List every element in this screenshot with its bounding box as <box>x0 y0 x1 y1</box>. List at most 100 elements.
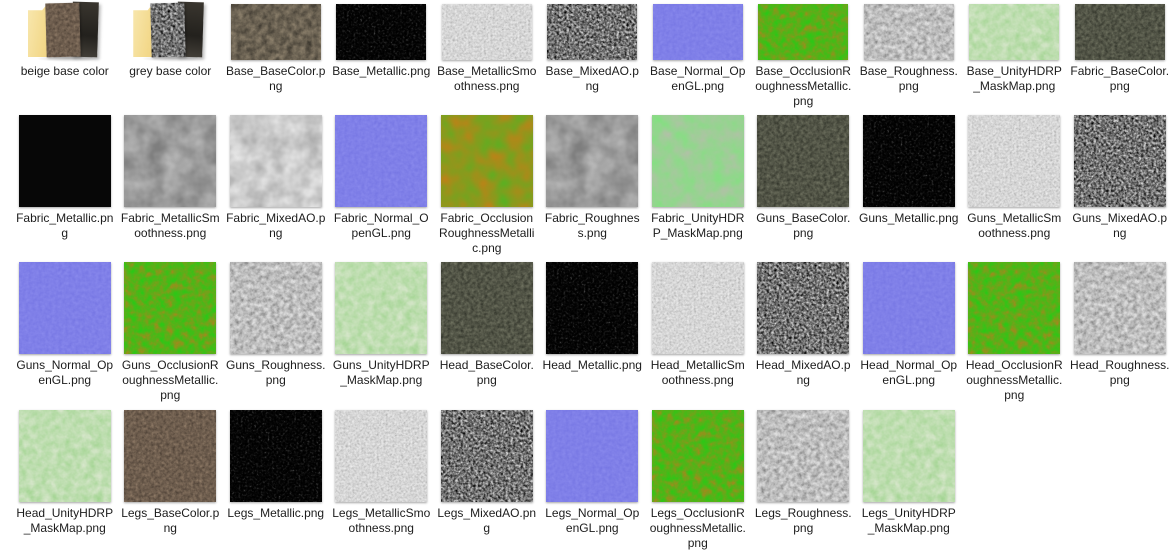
folder-preview-texture-icon <box>150 2 186 58</box>
file-item[interactable]: Head_OcclusionRoughnessMetallic.png <box>962 257 1068 403</box>
file-label: Fabric_Roughness.png <box>544 211 640 240</box>
file-thumbnail <box>440 110 533 207</box>
file-thumbnail <box>229 110 322 207</box>
file-item[interactable]: Guns_OcclusionRoughnessMetallic.png <box>118 257 224 403</box>
texture-thumbnail-fine-mid <box>440 410 533 502</box>
file-thumbnail <box>441 0 532 60</box>
file-item[interactable]: Guns_BaseColor.png <box>751 110 857 256</box>
file-item[interactable]: Head_BaseColor.png <box>434 257 540 403</box>
texture-thumbnail-soft-white <box>229 115 322 207</box>
file-thumbnail <box>652 0 743 60</box>
texture-thumbnail-stone-dark <box>1074 4 1165 60</box>
folder-item[interactable]: beige base color <box>12 0 118 109</box>
file-label: Base_Metallic.png <box>332 64 431 78</box>
texture-thumbnail-fine-mid <box>757 262 850 354</box>
file-label: Legs_BaseColor.png <box>121 506 220 535</box>
file-item[interactable]: Guns_Roughness.png <box>223 257 329 403</box>
file-item[interactable]: Legs_MetallicSmoothness.png <box>329 405 435 551</box>
file-item[interactable]: Fabric_UnityHDRP_MaskMap.png <box>645 110 751 256</box>
file-item[interactable]: Guns_MetallicSmoothness.png <box>962 110 1068 256</box>
file-thumbnail <box>651 257 744 354</box>
file-label: Legs_MixedAO.png <box>437 506 537 535</box>
file-label: Guns_OcclusionRoughnessMetallic.png <box>121 358 219 402</box>
file-label: Guns_MetallicSmoothness.png <box>967 211 1062 240</box>
texture-thumbnail-fine-dark <box>229 410 322 502</box>
file-item[interactable]: Legs_Roughness.png <box>751 405 857 551</box>
file-item[interactable]: Head_UnityHDRP_MaskMap.png <box>12 405 118 551</box>
texture-thumbnail-base-dark <box>230 4 321 60</box>
texture-thumbnail-fine-dark <box>336 4 427 60</box>
file-item[interactable]: Guns_MixedAO.png <box>1067 110 1173 256</box>
file-label: Guns_MixedAO.png <box>1072 211 1168 240</box>
file-item[interactable]: Guns_UnityHDRP_MaskMap.png <box>329 257 435 403</box>
file-thumbnail <box>1074 0 1165 60</box>
file-label: Head_MetallicSmoothness.png <box>650 358 745 387</box>
file-item[interactable]: Base_OcclusionRoughnessMetallic.png <box>751 0 857 109</box>
file-label: Base_Roughness.png <box>859 64 958 93</box>
file-thumbnail <box>336 0 427 60</box>
file-thumbnail <box>969 0 1060 60</box>
file-thumbnail <box>862 110 955 207</box>
file-thumbnail <box>862 405 955 502</box>
file-item[interactable]: Legs_MixedAO.png <box>434 405 540 551</box>
file-item[interactable]: Head_Roughness.png <box>1067 257 1173 403</box>
file-thumbnail <box>1073 110 1166 207</box>
texture-thumbnail-stone-dark <box>757 115 850 207</box>
file-thumbnail <box>862 257 955 354</box>
grid-row: beige base color grey base color Base_Base… <box>12 0 1173 109</box>
file-item[interactable]: Fabric_BaseColor.png <box>1067 0 1173 109</box>
file-item[interactable]: Fabric_MetallicSmoothness.png <box>118 110 224 256</box>
file-item[interactable]: Base_MetallicSmoothness.png <box>434 0 540 109</box>
file-thumbnail <box>863 0 954 60</box>
file-label: Legs_Roughness.png <box>754 506 852 535</box>
file-item[interactable]: Fabric_Metallic.png <box>12 110 118 256</box>
file-thumbnail <box>757 110 850 207</box>
file-label: Head_Normal_OpenGL.png <box>860 358 958 387</box>
file-item[interactable]: Fabric_MixedAO.png <box>223 110 329 256</box>
texture-thumbnail-rough-gray <box>863 4 954 60</box>
file-item[interactable]: Base_Normal_OpenGL.png <box>645 0 751 109</box>
file-item[interactable]: Base_Metallic.png <box>329 0 435 109</box>
texture-thumbnail-stone-dark <box>440 262 533 354</box>
file-item[interactable]: Legs_Metallic.png <box>223 405 329 551</box>
file-label: Fabric_MixedAO.png <box>226 211 326 240</box>
file-label: Head_Metallic.png <box>542 358 642 372</box>
file-item[interactable]: Legs_BaseColor.png <box>118 405 224 551</box>
file-item[interactable]: Base_UnityHDRP_MaskMap.png <box>962 0 1068 109</box>
file-label: Legs_Metallic.png <box>227 506 325 520</box>
file-item[interactable]: Fabric_OcclusionRoughnessMetallic.png <box>434 110 540 256</box>
file-thumbnail <box>651 405 744 502</box>
file-item[interactable]: Legs_OcclusionRoughnessMetallic.png <box>645 405 751 551</box>
texture-thumbnail-fine-light <box>335 410 428 502</box>
texture-thumbnail-fine-light <box>441 4 532 60</box>
file-item[interactable]: Fabric_Normal_OpenGL.png <box>329 110 435 256</box>
file-label: Head_MixedAO.png <box>755 358 851 387</box>
file-item[interactable]: Base_Roughness.png <box>856 0 962 109</box>
file-grid: beige base color grey base color Base_Base… <box>12 0 1173 550</box>
file-thumbnail <box>335 110 428 207</box>
texture-thumbnail-normal <box>335 115 428 207</box>
file-label: Fabric_Metallic.png <box>16 211 114 240</box>
file-item[interactable]: Guns_Metallic.png <box>856 110 962 256</box>
file-thumbnail <box>124 257 217 354</box>
file-label: Base_MixedAO.png <box>545 64 639 93</box>
texture-thumbnail-mask-green <box>651 115 744 207</box>
file-item[interactable]: Base_BaseColor.png <box>223 0 329 109</box>
file-item[interactable]: Head_Normal_OpenGL.png <box>856 257 962 403</box>
file-item[interactable]: Legs_UnityHDRP_MaskMap.png <box>856 405 962 551</box>
file-item[interactable]: Head_Metallic.png <box>540 257 646 403</box>
file-item[interactable]: Fabric_Roughness.png <box>540 110 646 256</box>
folder-item[interactable]: grey base color <box>118 0 224 109</box>
file-item[interactable]: Head_MixedAO.png <box>751 257 857 403</box>
file-label: Legs_MetallicSmoothness.png <box>332 506 431 535</box>
texture-thumbnail-normal <box>862 262 955 354</box>
file-item[interactable]: Guns_Normal_OpenGL.png <box>12 257 118 403</box>
file-label: Base_BaseColor.png <box>226 64 326 93</box>
file-label: Base_Normal_OpenGL.png <box>650 64 746 93</box>
texture-thumbnail-orm-green <box>651 410 744 502</box>
file-item[interactable]: Legs_Normal_OpenGL.png <box>540 405 646 551</box>
file-item[interactable]: Base_MixedAO.png <box>540 0 646 109</box>
folder-preview-texture-icon <box>45 2 81 58</box>
texture-thumbnail-normal <box>652 4 743 60</box>
file-item[interactable]: Head_MetallicSmoothness.png <box>645 257 751 403</box>
